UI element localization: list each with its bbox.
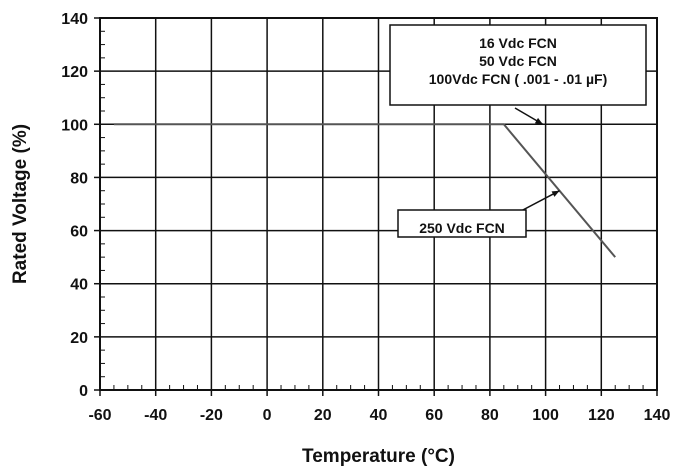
series-layer <box>113 123 616 258</box>
y-tick-label: 60 <box>70 224 88 241</box>
x-tick-label: -20 <box>200 407 223 424</box>
annotation-label: 250 Vdc FCN <box>419 220 505 236</box>
y-tick-labels: 0 20 40 60 80 100 120 140 <box>61 11 88 400</box>
x-tick-label: 120 <box>588 407 615 424</box>
annotation-box <box>397 209 527 238</box>
annotation-arrowhead <box>551 190 560 197</box>
y-tick-label: 40 <box>70 277 88 294</box>
x-tick-label: 40 <box>370 407 388 424</box>
y-axis-title: Rated Voltage (%) <box>10 124 31 284</box>
x-tick-label: 140 <box>644 407 671 424</box>
annotations: 16 Vdc FCN 50 Vdc FCN 100Vdc FCN ( .001 - … <box>389 24 647 238</box>
x-tick-label: 100 <box>532 407 559 424</box>
y-tick-label: 100 <box>61 117 88 134</box>
annotation-label: 16 Vdc FCN <box>479 35 557 51</box>
annotation-label: 100Vdc FCN ( .001 - .01 µF) <box>429 71 607 87</box>
x-tick-label: 0 <box>263 407 272 424</box>
x-tick-label: 80 <box>481 407 499 424</box>
derating-curve <box>113 123 616 258</box>
x-tick-labels: -60 -40 -20 0 20 40 60 80 100 120 140 <box>88 407 670 424</box>
annotation-label: 50 Vdc FCN <box>479 53 557 69</box>
y-tick-label: 0 <box>79 383 88 400</box>
annotation-box <box>389 24 647 106</box>
plot-frame <box>99 17 658 391</box>
y-tick-label: 120 <box>61 64 88 81</box>
x-axis-title: Temperature (°C) <box>302 446 455 467</box>
annotation-arrowhead <box>534 117 543 125</box>
y-tick-label: 20 <box>70 330 88 347</box>
x-tick-label: -60 <box>88 407 111 424</box>
x-tick-label: 20 <box>314 407 332 424</box>
y-tick-label: 80 <box>70 170 88 187</box>
x-tick-label: 60 <box>425 407 443 424</box>
y-tick-label: 140 <box>61 11 88 28</box>
x-tick-label: -40 <box>144 407 167 424</box>
